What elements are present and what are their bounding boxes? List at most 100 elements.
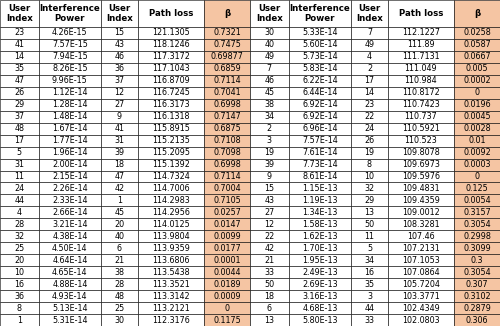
Bar (138, 39, 204, 51)
Text: 28: 28 (114, 280, 124, 289)
Text: 26: 26 (364, 136, 374, 145)
Bar (38, 27, 101, 39)
Bar (388, 254, 454, 266)
Text: 103.3771: 103.3771 (402, 291, 440, 301)
Text: 0: 0 (474, 172, 480, 181)
Bar (288, 27, 351, 39)
Bar (204, 63, 250, 75)
Text: 1.34E-13: 1.34E-13 (302, 208, 338, 217)
Bar (250, 242, 288, 254)
Text: 110.8172: 110.8172 (402, 88, 440, 97)
Text: 6.92E-14: 6.92E-14 (302, 100, 338, 109)
Bar (101, 230, 138, 242)
Bar (388, 158, 454, 170)
Text: 111.049: 111.049 (404, 64, 438, 73)
Text: 45: 45 (264, 88, 274, 97)
Bar (138, 135, 204, 147)
Bar (250, 278, 288, 290)
Text: 107.46: 107.46 (407, 232, 435, 241)
Text: 1: 1 (117, 196, 122, 205)
Text: 114.2956: 114.2956 (152, 208, 190, 217)
Text: 7.73E-14: 7.73E-14 (302, 160, 338, 169)
Bar (288, 158, 351, 170)
Text: 13: 13 (264, 316, 274, 324)
Text: 26: 26 (14, 88, 24, 97)
Text: 5.33E-14: 5.33E-14 (302, 28, 338, 37)
Text: β: β (474, 9, 480, 18)
Bar (0, 242, 38, 254)
Text: 5: 5 (367, 244, 372, 253)
Bar (351, 170, 388, 183)
Bar (204, 99, 250, 111)
Bar (138, 111, 204, 123)
Bar (0, 218, 38, 230)
Text: 1.96E-14: 1.96E-14 (52, 148, 88, 157)
Text: 0.0258: 0.0258 (463, 28, 491, 37)
Bar (0, 111, 38, 123)
Text: 15: 15 (114, 28, 124, 37)
Bar (0, 170, 38, 183)
Text: 16: 16 (14, 280, 24, 289)
Text: 4: 4 (17, 208, 22, 217)
Bar (388, 99, 454, 111)
Bar (288, 99, 351, 111)
Bar (288, 170, 351, 183)
Text: 23: 23 (14, 28, 24, 37)
Text: 0.0099: 0.0099 (213, 232, 241, 241)
Bar (138, 63, 204, 75)
Text: 107.0864: 107.0864 (402, 268, 440, 277)
Bar (38, 135, 101, 147)
Text: 20: 20 (14, 256, 24, 265)
Text: 8.61E-14: 8.61E-14 (302, 172, 338, 181)
Bar (351, 302, 388, 314)
Text: 4.65E-14: 4.65E-14 (52, 268, 88, 277)
Bar (454, 230, 500, 242)
Text: Path loss: Path loss (399, 9, 443, 18)
Bar (454, 254, 500, 266)
Text: 37: 37 (114, 76, 124, 85)
Bar (101, 111, 138, 123)
Text: 31: 31 (114, 136, 124, 145)
Text: 7.61E-14: 7.61E-14 (302, 148, 338, 157)
Bar (288, 39, 351, 51)
Bar (288, 87, 351, 99)
Bar (388, 230, 454, 242)
Bar (101, 170, 138, 183)
Text: 22: 22 (364, 112, 374, 121)
Text: 43: 43 (264, 196, 274, 205)
Text: 4.93E-14: 4.93E-14 (52, 291, 88, 301)
Bar (0, 135, 38, 147)
Bar (204, 147, 250, 158)
Bar (38, 158, 101, 170)
Text: 0.3102: 0.3102 (463, 291, 491, 301)
Text: 0.3054: 0.3054 (463, 268, 491, 277)
Text: 10: 10 (14, 268, 24, 277)
Text: 110.7423: 110.7423 (402, 100, 440, 109)
Bar (351, 63, 388, 75)
Text: 0.0028: 0.0028 (463, 124, 491, 133)
Text: 110.5921: 110.5921 (402, 124, 440, 133)
Text: 113.9804: 113.9804 (152, 232, 190, 241)
Bar (250, 51, 288, 63)
Text: 5.13E-14: 5.13E-14 (52, 304, 88, 313)
Text: 2.69E-13: 2.69E-13 (302, 280, 338, 289)
Text: 109.5976: 109.5976 (402, 172, 440, 181)
Text: 5.73E-14: 5.73E-14 (302, 52, 338, 61)
Bar (204, 39, 250, 51)
Bar (388, 266, 454, 278)
Bar (388, 63, 454, 75)
Bar (138, 99, 204, 111)
Bar (351, 135, 388, 147)
Bar (454, 135, 500, 147)
Text: 109.6973: 109.6973 (402, 160, 440, 169)
Bar (101, 242, 138, 254)
Bar (351, 99, 388, 111)
Bar (204, 170, 250, 183)
Bar (101, 87, 138, 99)
Text: 109.4831: 109.4831 (402, 184, 440, 193)
Text: 9.96E-15: 9.96E-15 (52, 76, 88, 85)
Bar (101, 158, 138, 170)
Text: 114.7006: 114.7006 (152, 184, 190, 193)
Text: 5.31E-14: 5.31E-14 (52, 316, 88, 324)
Bar (204, 27, 250, 39)
